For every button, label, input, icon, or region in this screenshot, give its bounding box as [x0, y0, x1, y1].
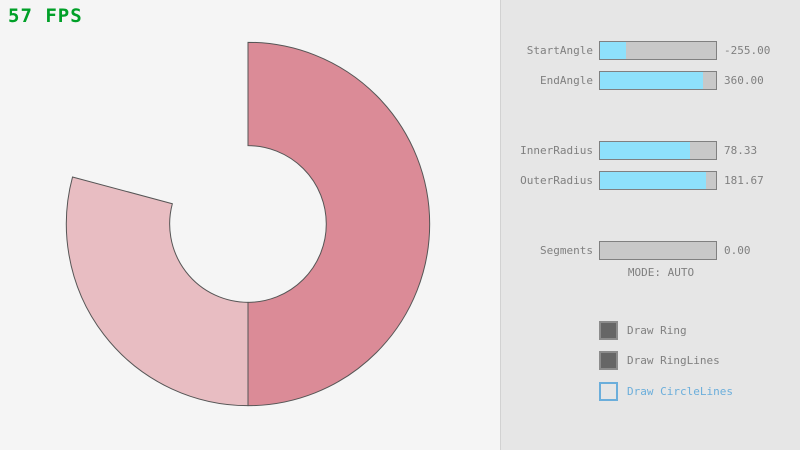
donut-chart: [65, 41, 431, 407]
slider-row-end-angle: EndAngle 360.00: [501, 70, 800, 90]
slider-segments[interactable]: [599, 240, 717, 260]
slider-label-segments: Segments: [540, 243, 593, 257]
slider-value-start-angle: -255.00: [724, 43, 771, 57]
slider-start-angle[interactable]: [599, 40, 717, 60]
slider-row-segments: Segments 0.00: [501, 240, 800, 260]
checkbox-label-draw-ringlines: Draw RingLines: [627, 353, 720, 367]
checkbox-draw-ringlines[interactable]: [599, 350, 618, 370]
slider-label-outer-radius: OuterRadius: [520, 173, 593, 187]
slider-value-segments: 0.00: [724, 243, 751, 257]
mode-label: MODE: AUTO: [627, 266, 695, 279]
checkbox-label-draw-ring: Draw Ring: [627, 323, 687, 337]
checkbox-draw-ring[interactable]: [599, 320, 618, 340]
checkbox-row-draw-circlelines[interactable]: Draw CircleLines: [599, 380, 733, 402]
slider-label-end-angle: EndAngle: [540, 73, 593, 87]
checkbox-draw-circlelines[interactable]: [599, 381, 618, 401]
slider-row-outer-radius: OuterRadius 181.67: [501, 170, 800, 190]
fps-counter: 57 FPS: [8, 5, 83, 27]
donut-segment-1: [247, 41, 431, 407]
checkbox-row-draw-ring[interactable]: Draw Ring: [599, 319, 687, 341]
chart-canvas[interactable]: 57 FPS: [0, 0, 500, 450]
slider-row-inner-radius: InnerRadius 78.33: [501, 140, 800, 160]
slider-fill-end-angle: [600, 71, 704, 89]
donut-segment-2: [65, 176, 249, 407]
slider-row-start-angle: StartAngle -255.00: [501, 40, 800, 60]
slider-fill-inner-radius: [600, 141, 691, 159]
slider-label-inner-radius: InnerRadius: [520, 143, 593, 157]
slider-value-end-angle: 360.00: [724, 73, 764, 87]
control-panel: StartAngle -255.00 EndAngle 360.00 InnerRadi…: [500, 0, 800, 450]
slider-end-angle[interactable]: [599, 70, 717, 90]
checkbox-row-draw-ringlines[interactable]: Draw RingLines: [599, 349, 720, 371]
slider-inner-radius[interactable]: [599, 140, 717, 160]
checkbox-label-draw-circlelines: Draw CircleLines: [627, 384, 733, 398]
slider-value-outer-radius: 181.67: [724, 173, 764, 187]
slider-label-start-angle: StartAngle: [526, 43, 593, 57]
slider-fill-outer-radius: [600, 171, 706, 189]
slider-value-inner-radius: 78.33: [724, 143, 758, 157]
slider-fill-start-angle: [600, 41, 626, 59]
slider-outer-radius[interactable]: [599, 170, 717, 190]
